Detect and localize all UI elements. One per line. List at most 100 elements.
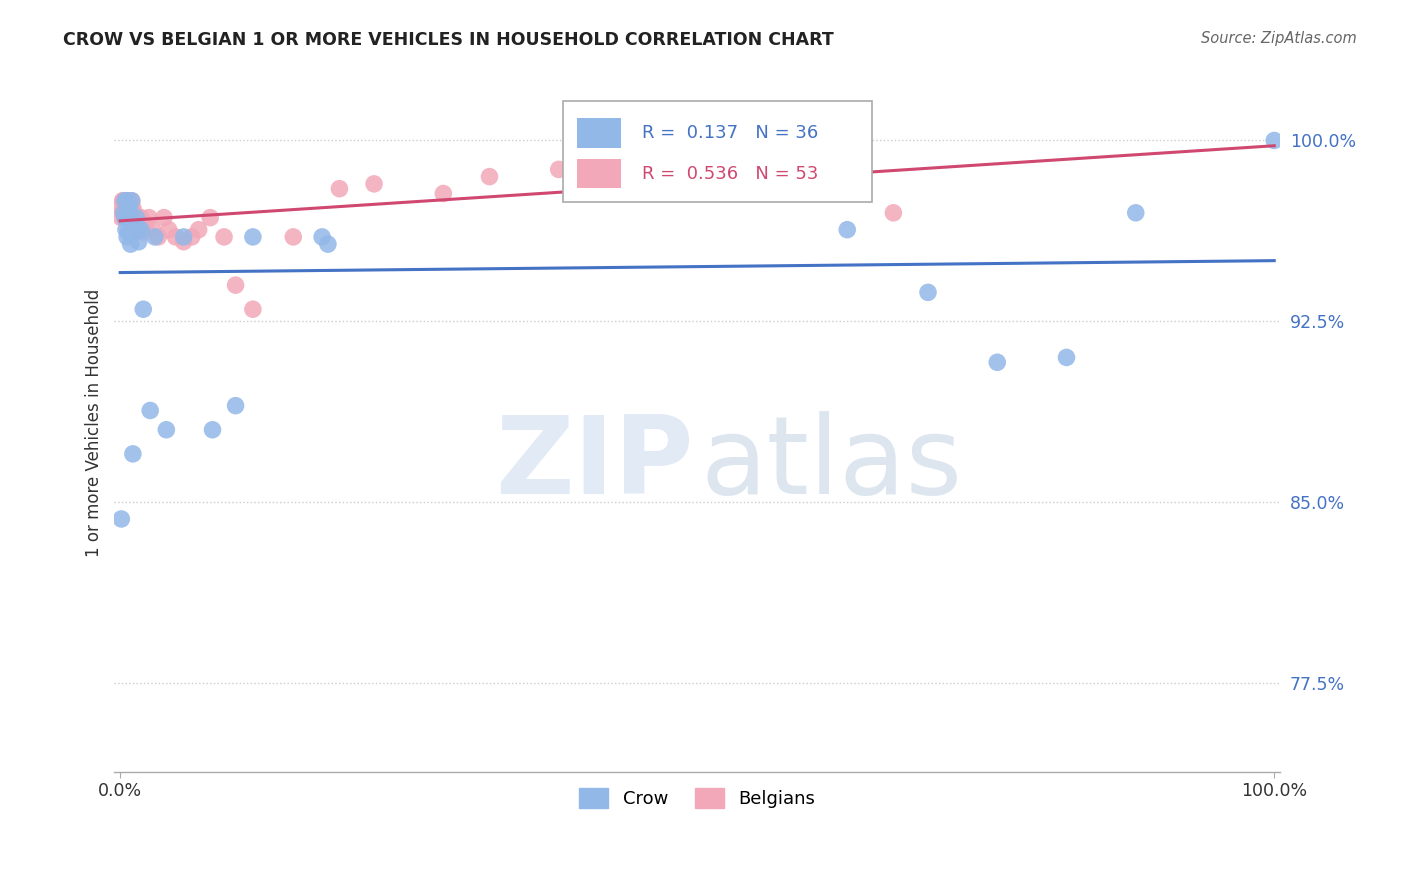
- Point: [111, 194, 134, 208]
- Point: [117, 211, 139, 225]
- Point: [124, 225, 146, 239]
- Point: [187, 222, 209, 236]
- Point: [837, 222, 859, 236]
- Point: [882, 206, 904, 220]
- Point: [153, 211, 176, 225]
- Point: [115, 222, 138, 236]
- Point: [139, 403, 162, 417]
- Point: [118, 201, 141, 215]
- Point: [283, 230, 305, 244]
- Point: [121, 194, 143, 208]
- Point: [986, 355, 1008, 369]
- Point: [115, 206, 138, 220]
- Point: [138, 211, 160, 225]
- Point: [129, 211, 152, 225]
- Point: [173, 230, 195, 244]
- Point: [242, 230, 264, 244]
- Point: [363, 177, 385, 191]
- Point: [114, 211, 136, 225]
- Point: [148, 230, 170, 244]
- Text: R =  0.536   N = 53: R = 0.536 N = 53: [643, 165, 818, 183]
- Point: [115, 194, 138, 208]
- Point: [117, 211, 139, 225]
- Point: [115, 194, 138, 208]
- Point: [114, 211, 136, 225]
- Point: [1263, 133, 1285, 147]
- Point: [122, 201, 145, 215]
- Point: [125, 218, 148, 232]
- Legend: Crow, Belgians: Crow, Belgians: [572, 781, 823, 815]
- Point: [127, 211, 149, 225]
- Point: [478, 169, 501, 184]
- Point: [120, 201, 142, 215]
- Text: Source: ZipAtlas.com: Source: ZipAtlas.com: [1201, 31, 1357, 46]
- Point: [110, 512, 132, 526]
- FancyBboxPatch shape: [576, 159, 621, 188]
- Point: [605, 153, 627, 167]
- Y-axis label: 1 or more Vehicles in Household: 1 or more Vehicles in Household: [86, 288, 103, 557]
- Point: [121, 194, 143, 208]
- Point: [120, 211, 142, 225]
- FancyBboxPatch shape: [564, 101, 872, 202]
- Point: [180, 230, 202, 244]
- Point: [225, 399, 247, 413]
- Point: [651, 158, 673, 172]
- Point: [1056, 351, 1078, 365]
- Point: [129, 222, 152, 236]
- Text: ZIP: ZIP: [495, 411, 693, 517]
- Point: [110, 201, 132, 215]
- Point: [173, 235, 195, 249]
- Point: [1125, 206, 1147, 220]
- Text: R =  0.137   N = 36: R = 0.137 N = 36: [643, 124, 818, 142]
- Point: [157, 222, 180, 236]
- Point: [112, 194, 135, 208]
- Point: [122, 222, 145, 236]
- Point: [316, 237, 339, 252]
- Point: [110, 211, 132, 225]
- Point: [128, 222, 150, 236]
- Point: [120, 237, 142, 252]
- Point: [128, 222, 150, 236]
- Point: [201, 423, 224, 437]
- Point: [122, 447, 145, 461]
- Point: [120, 211, 142, 225]
- Point: [143, 230, 166, 244]
- Point: [115, 194, 138, 208]
- Text: CROW VS BELGIAN 1 OR MORE VEHICLES IN HOUSEHOLD CORRELATION CHART: CROW VS BELGIAN 1 OR MORE VEHICLES IN HO…: [63, 31, 834, 49]
- Point: [122, 206, 145, 220]
- Point: [242, 302, 264, 317]
- Point: [124, 211, 146, 225]
- Point: [114, 194, 136, 208]
- Point: [328, 182, 350, 196]
- Point: [111, 206, 134, 220]
- Point: [128, 235, 150, 249]
- Point: [121, 211, 143, 225]
- Point: [117, 194, 139, 208]
- Point: [755, 162, 778, 177]
- Point: [135, 218, 157, 232]
- Point: [114, 194, 136, 208]
- Point: [155, 423, 177, 437]
- Point: [547, 162, 569, 177]
- Point: [837, 158, 859, 172]
- Point: [112, 206, 135, 220]
- Point: [117, 225, 139, 239]
- Point: [212, 230, 235, 244]
- Point: [200, 211, 222, 225]
- Point: [118, 194, 141, 208]
- Point: [125, 211, 148, 225]
- Point: [132, 225, 155, 239]
- Point: [112, 206, 135, 220]
- Point: [132, 302, 155, 317]
- Point: [118, 206, 141, 220]
- FancyBboxPatch shape: [576, 119, 621, 148]
- Point: [115, 206, 138, 220]
- Point: [141, 222, 163, 236]
- Point: [432, 186, 454, 201]
- Text: atlas: atlas: [700, 411, 963, 517]
- Point: [311, 230, 333, 244]
- Point: [165, 230, 187, 244]
- Point: [917, 285, 939, 300]
- Point: [225, 278, 247, 293]
- Point: [115, 230, 138, 244]
